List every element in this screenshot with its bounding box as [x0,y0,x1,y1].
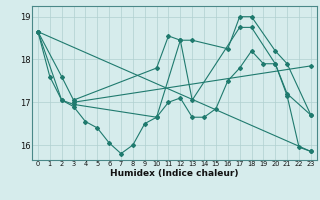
X-axis label: Humidex (Indice chaleur): Humidex (Indice chaleur) [110,169,239,178]
